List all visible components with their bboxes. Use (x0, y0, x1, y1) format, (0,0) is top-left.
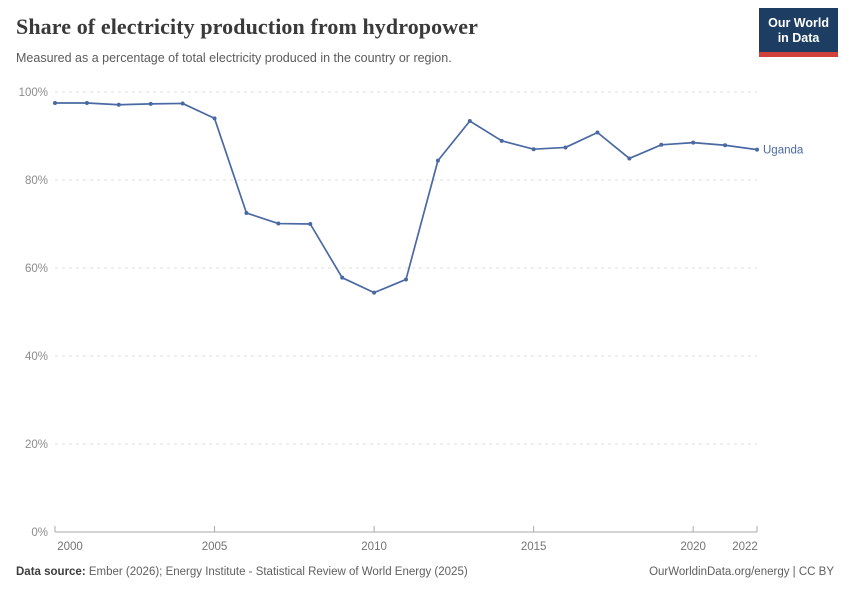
data-point-marker (148, 101, 153, 106)
owid-logo-line1: Our World (768, 16, 829, 30)
y-axis-tick-label: 100% (19, 87, 48, 99)
data-point-marker (116, 102, 121, 107)
chart-footer: Data source: Ember (2026); Energy Instit… (16, 566, 834, 578)
data-point-marker (212, 116, 217, 121)
owid-license-link[interactable]: OurWorldinData.org/energy | CC BY (649, 566, 834, 578)
x-axis-tick-label: 2020 (680, 541, 706, 553)
x-axis-tick-label: 2010 (361, 541, 387, 553)
chart-title: Share of electricity production from hyd… (16, 14, 478, 39)
data-point-marker (627, 156, 632, 161)
data-point-marker (563, 145, 568, 150)
entity-label[interactable]: Uganda (763, 145, 804, 157)
data-point-marker (244, 211, 249, 215)
x-axis-tick-label: 2015 (521, 541, 547, 553)
owid-logo[interactable]: Our World in Data (759, 8, 838, 57)
owid-logo-line2: in Data (777, 31, 820, 45)
chart-subtitle: Measured as a percentage of total electr… (16, 51, 452, 65)
data-source-text: Ember (2026); Energy Institute - Statist… (85, 566, 468, 578)
data-point-marker (691, 140, 696, 145)
data-source-note: Data source: Ember (2026); Energy Instit… (16, 566, 468, 578)
data-point-marker (372, 290, 377, 295)
data-point-marker (340, 275, 345, 280)
x-axis-tick-label: 2022 (732, 541, 758, 553)
data-point-marker (180, 101, 185, 106)
data-point-marker (755, 147, 759, 152)
data-point-marker (435, 158, 440, 163)
data-point-marker (595, 130, 600, 135)
data-point-marker (659, 142, 664, 147)
y-axis-tick-label: 0% (31, 527, 48, 539)
data-point-marker (404, 277, 408, 282)
data-source-label: Data source: (16, 566, 86, 578)
y-axis-tick-label: 20% (25, 439, 48, 451)
data-point-marker (467, 119, 472, 124)
y-axis-tick-label: 80% (25, 175, 48, 187)
data-point-marker (499, 138, 504, 143)
data-point-marker (53, 101, 57, 105)
data-point-marker (308, 222, 313, 226)
y-axis-tick-label: 40% (25, 351, 48, 363)
data-point-marker (723, 143, 728, 148)
y-axis-tick-label: 60% (25, 263, 48, 275)
x-axis-tick-label: 2005 (202, 541, 228, 553)
data-point-marker (276, 221, 281, 226)
data-point-marker (84, 101, 89, 105)
data-point-marker (531, 147, 536, 152)
data-series-line (54, 102, 758, 294)
x-axis-tick-label: 2000 (57, 541, 83, 553)
